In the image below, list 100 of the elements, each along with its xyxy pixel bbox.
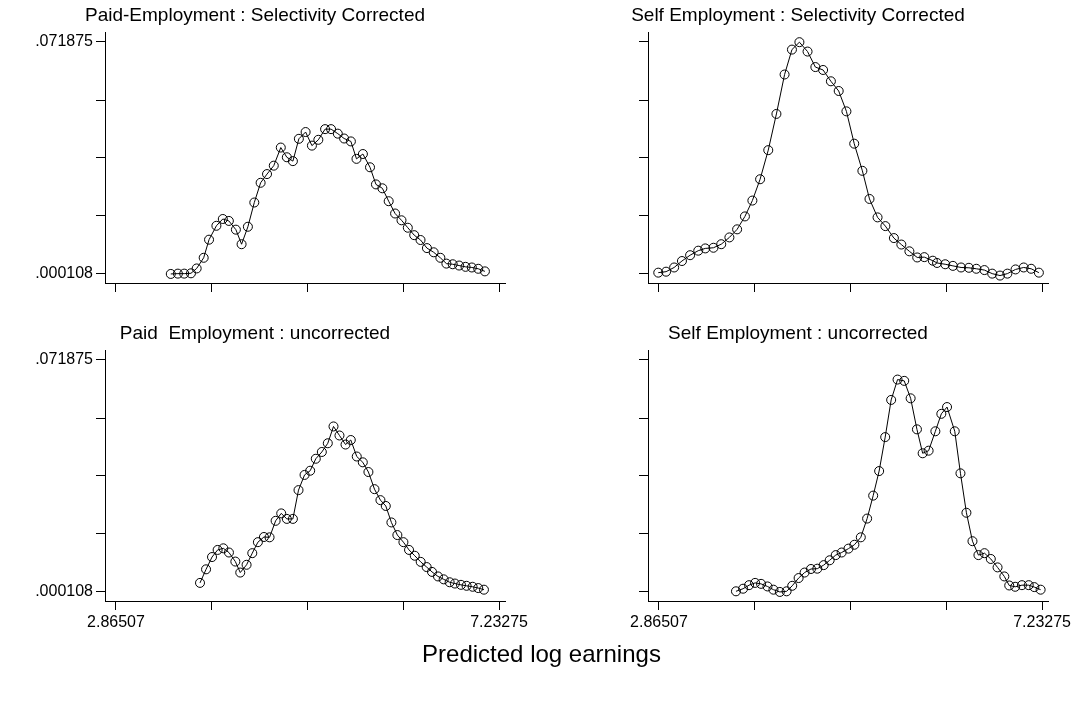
- point: [818, 64, 829, 75]
- point: [310, 453, 321, 464]
- point: [849, 539, 860, 550]
- point: [441, 258, 452, 269]
- point: [357, 149, 368, 160]
- point: [217, 214, 228, 224]
- point: [805, 564, 816, 574]
- point: [730, 586, 741, 597]
- point: [287, 513, 298, 524]
- point: [942, 402, 953, 413]
- point: [880, 432, 891, 443]
- point: [1010, 264, 1021, 275]
- point: [899, 375, 910, 386]
- point: [281, 152, 292, 163]
- point: [201, 564, 212, 575]
- point: [888, 233, 899, 244]
- point: [179, 268, 190, 279]
- point: [435, 252, 446, 263]
- point: [1016, 580, 1027, 591]
- point: [756, 578, 767, 589]
- point: [449, 578, 460, 589]
- point: [380, 500, 391, 511]
- point: [1023, 580, 1034, 591]
- point: [473, 263, 484, 274]
- point: [223, 547, 234, 558]
- point: [896, 239, 907, 250]
- point: [912, 252, 923, 263]
- point: [198, 252, 209, 263]
- point: [287, 156, 298, 167]
- point: [824, 555, 835, 566]
- point: [300, 127, 311, 138]
- point: [223, 215, 234, 226]
- x-tick-label: 7.23275: [470, 613, 529, 631]
- point: [862, 513, 873, 524]
- point: [763, 145, 774, 156]
- point: [212, 544, 223, 555]
- point: [857, 165, 868, 176]
- point: [421, 562, 432, 573]
- point: [911, 424, 922, 435]
- point: [992, 562, 1003, 573]
- point: [432, 571, 443, 582]
- point: [781, 586, 792, 597]
- point: [923, 445, 934, 456]
- point: [242, 221, 253, 232]
- point: [787, 580, 798, 591]
- point: [218, 543, 229, 554]
- point: [855, 532, 866, 543]
- point: [779, 69, 790, 80]
- point: [849, 138, 860, 149]
- point: [669, 262, 680, 273]
- point: [812, 563, 823, 574]
- point: [365, 162, 375, 173]
- y-tick-label: .000108: [35, 582, 94, 600]
- point: [1035, 584, 1046, 595]
- point: [454, 260, 465, 271]
- point: [987, 268, 998, 279]
- point: [270, 515, 281, 526]
- point: [172, 268, 183, 279]
- point: [864, 193, 875, 204]
- point: [165, 268, 176, 279]
- point: [306, 140, 317, 151]
- point: [305, 465, 316, 476]
- point: [1004, 580, 1015, 591]
- point: [404, 544, 415, 555]
- point: [947, 260, 958, 271]
- chart-title: Self Employment : uncorrected: [668, 321, 928, 343]
- point: [793, 573, 804, 584]
- point: [738, 583, 749, 594]
- point: [979, 548, 990, 559]
- point: [386, 517, 397, 528]
- point: [995, 270, 1006, 281]
- point: [402, 222, 413, 233]
- point: [415, 556, 426, 567]
- chart-title: Self Employment : Selectivity Corrected: [631, 3, 965, 25]
- point: [799, 567, 810, 578]
- point: [235, 567, 246, 578]
- point: [961, 507, 972, 518]
- point: [1026, 263, 1037, 274]
- point: [369, 484, 380, 495]
- point: [313, 134, 324, 145]
- point: [936, 408, 947, 419]
- point: [904, 246, 915, 257]
- x-axis-title: Predicted log earnings: [421, 640, 662, 668]
- point: [963, 262, 974, 273]
- point: [732, 224, 743, 235]
- x-tick-label: 2.86507: [87, 613, 145, 631]
- point: [810, 62, 821, 73]
- point: [693, 245, 704, 256]
- point: [195, 577, 205, 588]
- point: [211, 220, 222, 231]
- point: [377, 183, 388, 194]
- point: [473, 583, 484, 594]
- point: [370, 179, 381, 190]
- point: [479, 266, 490, 277]
- point: [708, 242, 719, 253]
- point: [979, 265, 990, 276]
- point: [392, 530, 403, 541]
- point: [241, 559, 252, 570]
- point: [316, 446, 327, 457]
- point: [774, 586, 785, 597]
